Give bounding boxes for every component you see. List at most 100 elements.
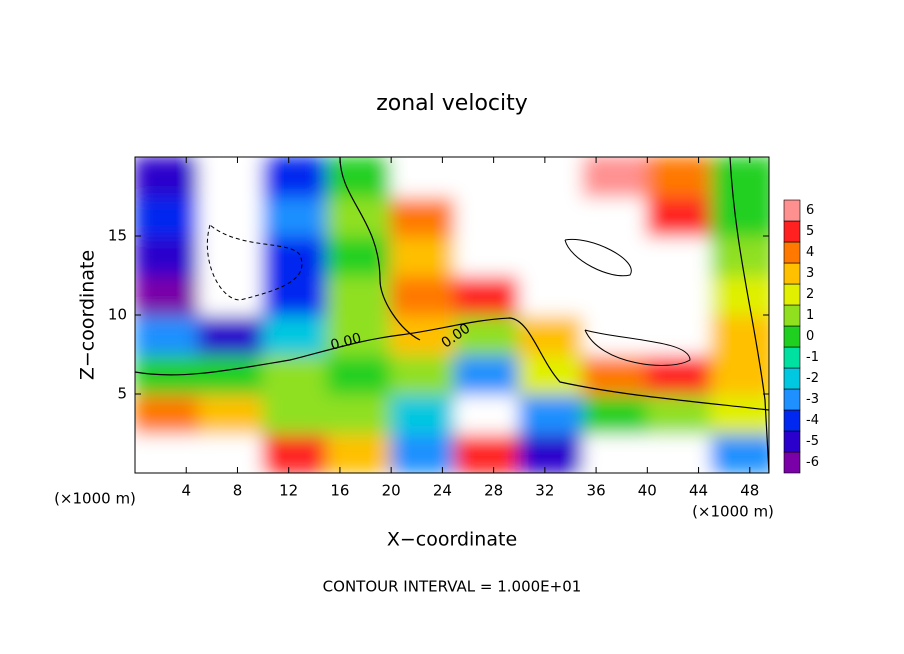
heat-cell [518, 353, 585, 395]
footnote: CONTOUR INTERVAL = 1.000E+01 [323, 578, 582, 596]
x-tick-label: 16 [330, 482, 349, 500]
colorbar-swatch [783, 241, 801, 264]
y-axis-label: Z−coordinate [77, 250, 99, 380]
chart-title: zonal velocity [376, 91, 528, 116]
zero-contour [135, 317, 769, 411]
heat-cell [454, 353, 521, 395]
heat-cell [582, 235, 649, 277]
heat-cell [454, 235, 521, 277]
heat-cell [326, 432, 393, 473]
heat-cell [262, 432, 329, 473]
heat-cell [198, 432, 265, 473]
heat-cell [582, 195, 649, 237]
heat-cell [582, 393, 649, 435]
heat-cell [710, 157, 769, 198]
heat-cell [710, 353, 769, 395]
heat-cell [262, 393, 329, 435]
heat-cell [326, 314, 393, 356]
colorbar-label: 3 [806, 266, 814, 281]
x-tick-label: 36 [587, 482, 606, 500]
zero-contour [729, 157, 769, 473]
heat-cell [710, 274, 769, 316]
heat-cell [710, 235, 769, 277]
colorbar-swatch [783, 409, 801, 432]
heat-cell [135, 432, 201, 473]
colorbar-swatch [783, 220, 801, 243]
heat-cell [518, 314, 585, 356]
zero-contour [339, 157, 421, 341]
heat-cell [135, 157, 201, 198]
heat-cell [646, 157, 713, 198]
heat-cell [710, 393, 769, 435]
heat-cell [262, 314, 329, 356]
colorbar-label: -2 [806, 371, 819, 386]
heat-cell [135, 235, 201, 277]
y-tick-label: 5 [117, 385, 127, 403]
heat-cell [646, 432, 713, 473]
heat-cell [454, 157, 521, 198]
colorbar-label: -6 [806, 455, 819, 470]
colorbar-label: 4 [806, 245, 814, 260]
colorbar-swatch [783, 388, 801, 411]
heat-cell [582, 432, 649, 473]
x-tick-label: 32 [535, 482, 554, 500]
heat-cell [518, 432, 585, 473]
heat-cell [198, 195, 265, 237]
colorbar-swatch [783, 304, 801, 327]
heat-cell [710, 432, 769, 473]
colorbar-label: 5 [806, 224, 814, 239]
heat-cell [135, 393, 201, 435]
heat-cell [198, 274, 265, 316]
heat-cell [135, 314, 201, 356]
heat-cell [518, 393, 585, 435]
heat-cell [198, 314, 265, 356]
y-tick-label: 10 [108, 306, 127, 324]
colorbar-swatch [783, 451, 801, 474]
heat-cell [710, 314, 769, 356]
heat-cell [390, 195, 457, 237]
heat-cell [262, 157, 329, 198]
heat-cell [646, 314, 713, 356]
heat-cell [135, 274, 201, 316]
heat-cell [582, 157, 649, 198]
x-tick-label: 12 [279, 482, 298, 500]
heat-cell [326, 235, 393, 277]
colorbar-swatch [783, 367, 801, 390]
heat-cell [582, 314, 649, 356]
colorbar-label: 2 [806, 287, 814, 302]
heat-cell [646, 195, 713, 237]
y-unit: (×1000 m) [54, 490, 136, 508]
colorbar-label: -3 [806, 392, 819, 407]
x-tick-label: 44 [689, 482, 708, 500]
x-tick-label: 48 [740, 482, 759, 500]
positive-contour [564, 238, 632, 277]
x-tick-label: 20 [382, 482, 401, 500]
heat-cell [326, 157, 393, 198]
x-unit: (×1000 m) [692, 503, 774, 521]
heat-cell [390, 353, 457, 395]
heat-cell [710, 195, 769, 237]
negative-contour [206, 224, 303, 301]
colorbar-label: -5 [806, 434, 819, 449]
heat-cell [262, 235, 329, 277]
heat-cell [646, 353, 713, 395]
heat-cell [326, 195, 393, 237]
heat-cell [390, 432, 457, 473]
colorbar-label: -4 [806, 413, 819, 428]
heat-cell [454, 432, 521, 473]
x-tick-label: 8 [233, 482, 243, 500]
heat-cell [390, 274, 457, 316]
heat-cell [262, 195, 329, 237]
heat-cell [454, 274, 521, 316]
colorbar-swatch [783, 430, 801, 453]
heat-cell [198, 353, 265, 395]
heat-cell [390, 393, 457, 435]
colorbar-swatch [783, 199, 801, 222]
heat-cell [518, 157, 585, 198]
heat-cell [454, 393, 521, 435]
positive-contour [584, 329, 691, 366]
heat-cell [518, 274, 585, 316]
heat-cell [582, 274, 649, 316]
heat-cell [390, 235, 457, 277]
